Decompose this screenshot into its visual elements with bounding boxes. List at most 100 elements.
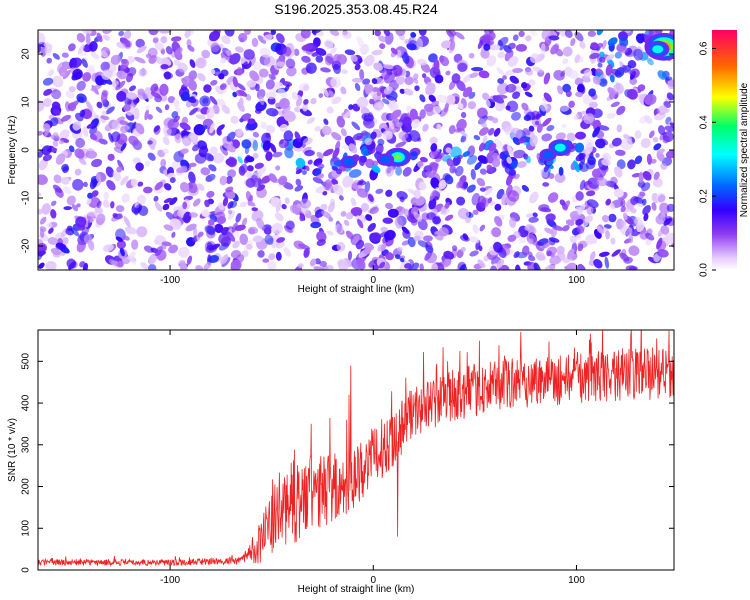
spectrogram-cell (263, 226, 272, 235)
spectrogram-cell (265, 151, 273, 161)
spectrogram-cell (639, 191, 646, 197)
spectrogram-cell (342, 109, 354, 119)
spectrogram-cell (588, 88, 596, 97)
spectrogram-cell (501, 193, 508, 206)
spectrogram-cell (167, 96, 176, 104)
spectrogram-cell (355, 239, 365, 250)
spectrogram-cell (170, 36, 182, 42)
spectrogram-cell (606, 112, 616, 119)
spectrogram-cell (404, 76, 414, 86)
spectrogram-cell (422, 123, 429, 132)
spectrogram-cell (477, 195, 487, 208)
spectrogram-cell (113, 213, 123, 220)
spectrogram-cell (328, 217, 334, 222)
spectrogram-cell (457, 62, 468, 73)
spectrogram-cell (245, 156, 255, 163)
spectrogram-cell (657, 70, 667, 80)
spectrogram-cell (129, 85, 136, 92)
spectrogram-cell (107, 153, 115, 161)
spectrogram-x-tick-label-1: 0 (370, 275, 376, 286)
spectrogram-cell (472, 209, 479, 215)
spectrogram-cell (116, 41, 126, 49)
spectrogram-cell (390, 109, 402, 120)
spectrogram-cell (46, 57, 53, 64)
spectrogram-cell (164, 104, 170, 111)
spectrogram-cell (496, 258, 505, 269)
spectrogram-cell (492, 117, 499, 124)
spectrogram-cell (82, 126, 89, 137)
spectrogram-cell (564, 30, 573, 38)
spectrogram-cell (439, 56, 450, 67)
spectrogram-cell (601, 158, 611, 166)
spectrogram-cell (173, 99, 180, 107)
spectrogram-cell (481, 33, 490, 43)
spectrogram-cell (354, 63, 361, 71)
spectrogram-cell (268, 73, 276, 80)
spectrogram-cell (311, 30, 317, 36)
spectrogram-cell (135, 38, 145, 48)
spectrogram-cell (518, 137, 527, 144)
spectrogram-cell (327, 202, 335, 213)
spectrogram-cell (227, 169, 237, 178)
spectrogram-cell (331, 96, 342, 105)
spectrogram-cell (287, 50, 295, 59)
colorbar-tick-label-2: 0.4 (699, 115, 710, 129)
spectrogram-cell (419, 263, 424, 270)
spectrogram-cell (322, 87, 329, 98)
spectrogram-cell (332, 183, 344, 196)
spectrogram-cell (630, 207, 637, 214)
spectrogram-cell (135, 123, 145, 135)
spectrogram-cell (591, 168, 601, 179)
spectrogram-cell (208, 30, 221, 42)
spectrogram-cell (310, 97, 317, 105)
spectrogram-cell (42, 154, 52, 162)
spectrogram-cell (180, 148, 189, 154)
spectrogram-cell (65, 101, 71, 112)
spectrogram-cell (601, 40, 607, 50)
spectrogram-cell (66, 195, 76, 206)
spectrogram-cell (257, 35, 267, 44)
spectrogram-cell (195, 57, 207, 69)
spectrogram-cell (660, 163, 668, 170)
spectrogram-cell (214, 223, 224, 233)
spectrogram-cell (656, 237, 663, 250)
spectrogram-cell (49, 117, 59, 127)
spectrogram-cell (61, 177, 70, 185)
spectrogram-cell (451, 73, 461, 84)
spectrogram-cell (367, 193, 374, 202)
spectrogram-cell (371, 263, 380, 270)
spectrogram-cell (535, 251, 546, 261)
spectrogram-cell (187, 181, 198, 194)
spectrogram-cell (605, 64, 613, 76)
spectrogram-cell (524, 225, 530, 231)
spectrogram-cell (454, 128, 463, 133)
spectrogram-cell (95, 173, 102, 182)
spectrogram-cell (222, 197, 229, 207)
spectrogram-hot-spot-8 (225, 158, 237, 166)
spectrogram-cell (357, 218, 364, 229)
spectrogram-cell (605, 230, 611, 240)
spectrogram-cell (425, 83, 436, 96)
spectrogram-cell (203, 261, 212, 270)
spectrogram-cell (330, 157, 339, 163)
spectrogram-cell (413, 78, 419, 85)
spectrogram-cell (111, 131, 121, 142)
spectrogram-hot-spot-1 (380, 155, 391, 164)
spectrogram-cell (295, 157, 306, 168)
spectrogram-hot-spot-4 (542, 150, 554, 159)
spectrogram-cell (664, 125, 674, 132)
spectrogram-cell (38, 158, 49, 171)
spectrogram-cell (229, 200, 238, 209)
spectrogram-cell (275, 61, 286, 67)
spectrogram-cell (247, 226, 259, 235)
spectrogram-cell (82, 72, 92, 82)
spectrogram-cell (518, 236, 526, 244)
spectrogram-cell (285, 220, 295, 230)
spectrogram-cell (462, 86, 473, 98)
spectrogram-cell (544, 264, 556, 270)
spectrogram-cell (121, 59, 129, 69)
spectrogram-cell (258, 68, 269, 78)
spectrogram-cell (293, 106, 300, 112)
spectrogram-cell (543, 72, 551, 85)
spectrogram-hot-spot-5 (575, 131, 586, 140)
